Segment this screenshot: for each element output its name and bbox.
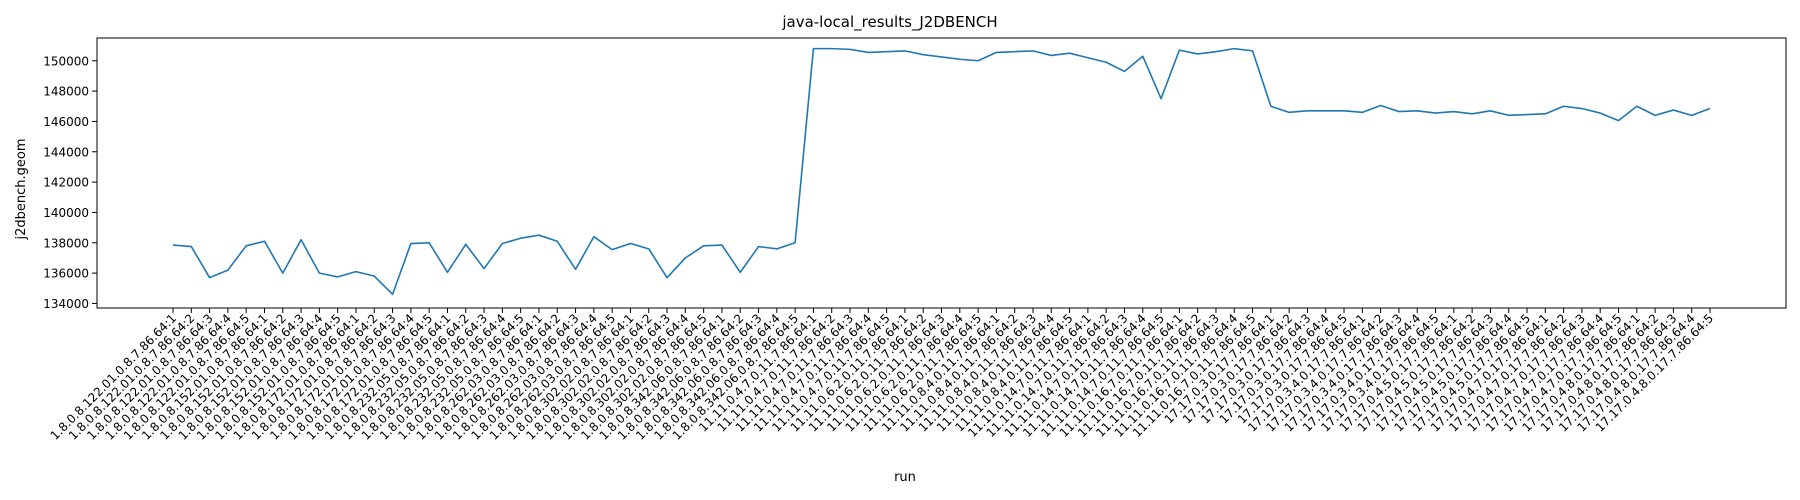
plot-area: 134000 136000 138000 140000 142000 144000 1460… [43, 37, 1787, 443]
y-axis-title: j2dbench.geom [14, 138, 29, 240]
y-tick-label: 150000 [43, 54, 89, 68]
y-tick-label: 140000 [43, 206, 89, 220]
x-axis-title: run [894, 470, 916, 485]
y-tick-label: 144000 [43, 145, 89, 159]
y-tick-label: 148000 [43, 85, 89, 99]
y-tick-label: 138000 [43, 236, 89, 250]
series-line [172, 47, 1711, 296]
y-tick-label: 142000 [43, 176, 89, 190]
y-tick-label: 134000 [43, 297, 89, 311]
chart-title: java-local_results_J2DBENCH [781, 13, 997, 32]
plot-frame [96, 37, 1787, 309]
y-tick-label: 146000 [43, 115, 89, 129]
y-tick-label: 136000 [43, 267, 89, 281]
